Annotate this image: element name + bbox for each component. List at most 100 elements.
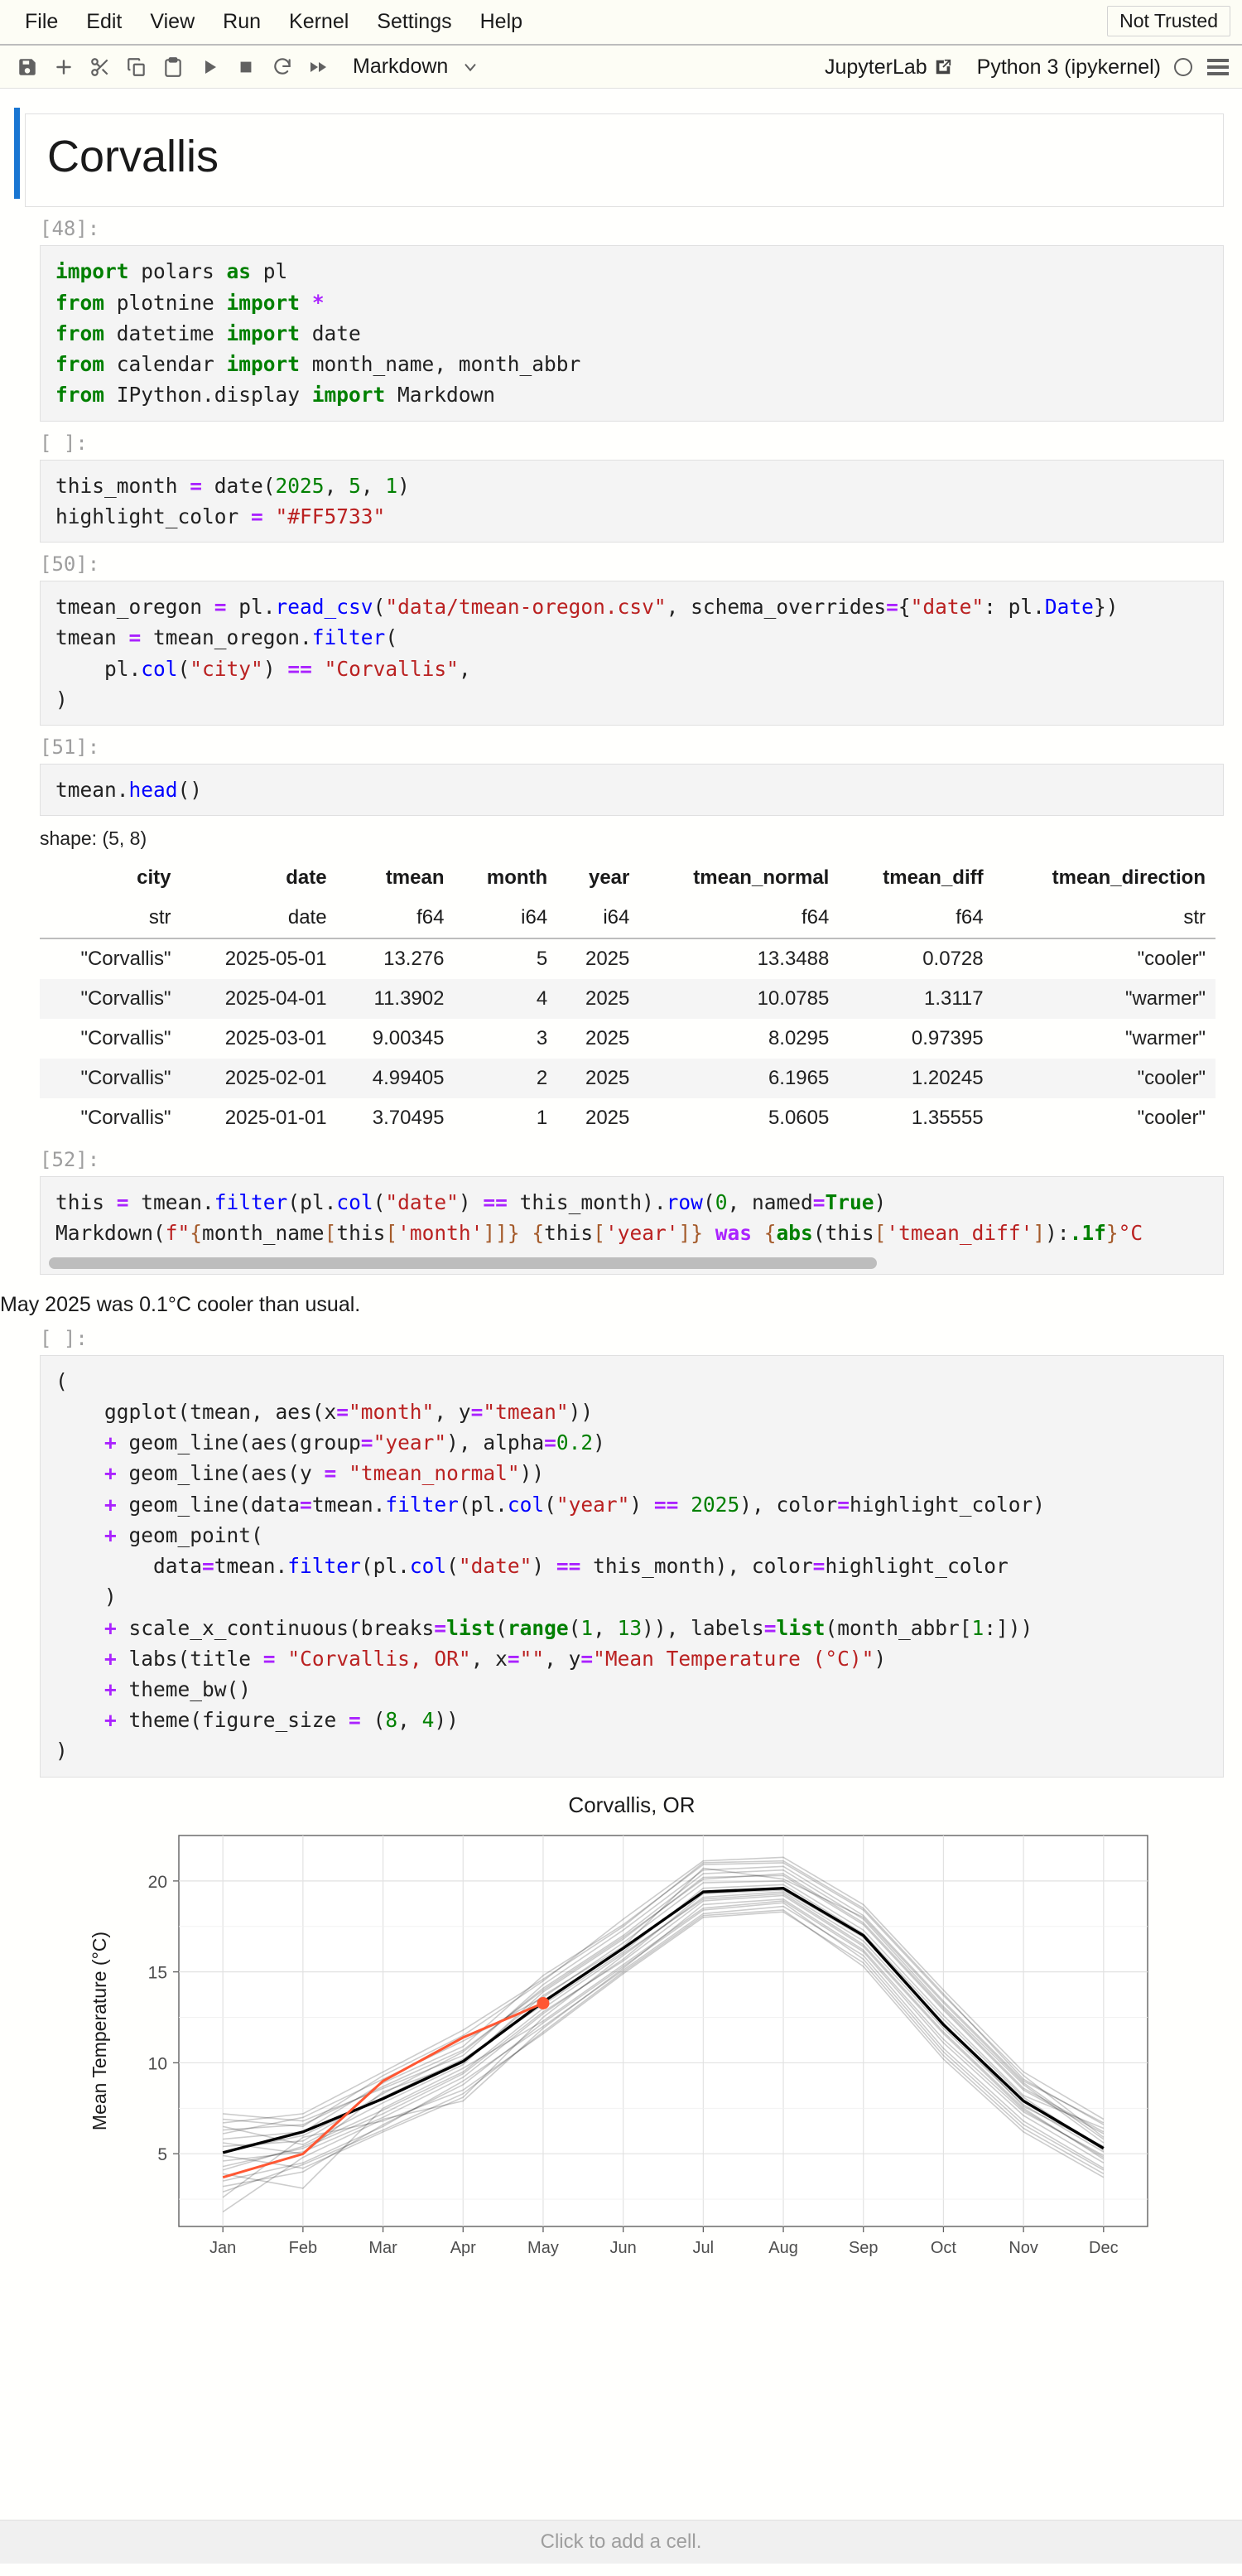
copy-button[interactable] [123,53,151,81]
col-header-month: month [486,866,548,890]
svg-text:Mean Temperature (°C): Mean Temperature (°C) [89,1932,110,2130]
run-button[interactable] [195,53,224,81]
svg-text:Sep: Sep [849,2239,879,2257]
cell-tmean-normal: 6.1965 [768,1067,830,1090]
restart-icon [272,56,293,78]
add-cell-footer[interactable]: Click to add a cell. [0,2520,1242,2564]
cell-city: "Corvallis" [80,1067,171,1090]
code-cell-this-month[interactable]: [ ]: this_month = date(2025, 5, 1) highl… [0,427,1242,548]
trust-status-badge[interactable]: Not Trusted [1107,6,1230,36]
dataframe-table: city date tmean month year tmean_normal … [40,858,1216,1138]
menu-hamburger-icon[interactable] [1207,59,1229,75]
cell-prompt-48: [48]: [40,217,100,241]
menu-file[interactable]: File [25,10,59,33]
run-icon [200,57,219,77]
svg-text:Jan: Jan [209,2239,236,2257]
code-editor-ggplot[interactable]: ( ggplot(tmean, aes(x="month", y="tmean"… [40,1354,1224,1778]
cell-tmean: 13.276 [383,948,445,971]
cut-button[interactable] [86,53,114,81]
cell-type-selector[interactable]: Markdown [353,55,479,79]
svg-text:5: 5 [157,2145,167,2164]
cell-prompt-50: [50]: [40,552,100,576]
markdown-heading-cell[interactable]: Corvallis [0,102,1242,212]
dataframe-shape-label: shape: (5, 8) [40,827,147,850]
restart-run-all-button[interactable] [305,53,333,81]
kernel-name-label[interactable]: Python 3 (ipykernel) [976,55,1161,79]
cell-month: 3 [536,1027,548,1050]
col-header-tmean-diff: tmean_diff [883,866,984,890]
restart-kernel-button[interactable] [268,53,296,81]
jupyterlab-link[interactable]: JupyterLab [825,55,952,80]
code-editor-50[interactable]: tmean_oregon = pl.read_csv("data/tmean-o… [40,581,1224,726]
cell-year: 2025 [585,1067,630,1090]
cell-date: 2025-03-01 [224,1027,327,1050]
dtype-city: str [40,898,181,940]
markdown-result-text: May 2025 was 0.1°C cooler than usual. [0,1292,361,1316]
menu-help[interactable]: Help [479,10,523,33]
svg-text:Corvallis, OR: Corvallis, OR [568,1792,695,1817]
svg-text:Feb: Feb [289,2239,317,2257]
table-dtype-row: str date f64 i64 i64 f64 f64 str [40,898,1216,940]
cell-date: 2025-04-01 [224,987,327,1011]
cell-month: 4 [536,987,548,1011]
cell-tmean-direction: "cooler" [1137,948,1206,971]
svg-text:Oct: Oct [931,2239,957,2257]
code-cell-51[interactable]: [51]: tmean.head() shape: (5, 8) city da… [0,731,1242,1143]
horizontal-scrollbar[interactable] [49,1257,877,1269]
code-cell-52[interactable]: [52]: this = tmean.filter(pl.col("date")… [0,1143,1242,1321]
menu-run[interactable]: Run [223,10,262,33]
save-button[interactable] [13,53,41,81]
notebook-toolbar: Markdown JupyterLab Python 3 (ipykernel) [0,46,1242,89]
menu-view[interactable]: View [150,10,195,33]
insert-cell-button[interactable] [50,53,78,81]
cell-tmean: 9.00345 [372,1027,445,1050]
code-cell-ggplot[interactable]: [ ]: ( ggplot(tmean, aes(x="month", y="t… [0,1322,1242,2293]
cell-month: 1 [536,1107,548,1130]
code-editor-52[interactable]: this = tmean.filter(pl.col("date") == th… [40,1176,1224,1275]
cell-month: 5 [536,948,548,971]
dtype-tmean: f64 [336,898,455,940]
svg-text:Jul: Jul [693,2239,715,2257]
col-header-year: year [588,866,630,890]
menu-settings[interactable]: Settings [377,10,452,33]
col-header-tmean: tmean [385,866,445,890]
col-header-date: date [286,866,327,890]
menu-kernel[interactable]: Kernel [289,10,349,33]
cell-tmean-diff: 1.20245 [911,1067,984,1090]
table-header-row: city date tmean month year tmean_normal … [40,858,1216,898]
dtype-date: date [181,898,337,940]
svg-text:Dec: Dec [1089,2239,1119,2257]
table-body: "Corvallis" 2025-05-01 13.276 5 2025 13.… [40,938,1216,1138]
cell-year: 2025 [585,1107,630,1130]
stop-icon [237,58,255,76]
code-cell-48[interactable]: [48]: import polars as pl from plotnine … [0,212,1242,426]
cell-prompt-this-month: [ ]: [40,431,88,455]
paste-button[interactable] [159,53,187,81]
temperature-chart: Corvallis, OR Jan Feb Mar Apr May Jun Jul Aug Sep… [89,1792,1148,2257]
cell-tmean-normal: 8.0295 [768,1027,830,1050]
page-title: Corvallis [47,132,219,181]
kernel-status-icon[interactable] [1174,58,1192,76]
svg-text:15: 15 [148,1963,167,1982]
restart-run-all-icon [308,57,330,77]
active-cell-indicator [14,108,20,199]
cell-date: 2025-02-01 [224,1067,327,1090]
svg-text:May: May [527,2239,559,2257]
cell-city: "Corvallis" [80,1107,171,1130]
jupyterlab-label: JupyterLab [824,55,927,79]
code-editor-this-month[interactable]: this_month = date(2025, 5, 1) highlight_… [40,459,1224,543]
cell-year: 2025 [585,987,630,1011]
code-cell-50[interactable]: [50]: tmean_oregon = pl.read_csv("data/t… [0,548,1242,731]
cut-icon [89,56,111,78]
stop-button[interactable] [232,53,260,81]
table-row: "Corvallis" 2025-02-01 4.99405 2 2025 6.… [40,1059,1216,1099]
code-editor-48[interactable]: import polars as pl from plotnine import… [40,245,1224,422]
markdown-cell-body[interactable]: Corvallis [14,108,1224,208]
code-editor-51[interactable]: tmean.head() [40,763,1224,817]
menu-edit[interactable]: Edit [86,10,123,33]
paste-icon [162,56,184,78]
cell-tmean-normal: 13.3488 [757,948,830,971]
svg-text:Mar: Mar [368,2239,397,2257]
dtype-month: i64 [454,898,558,940]
chevron-down-icon [461,58,479,76]
